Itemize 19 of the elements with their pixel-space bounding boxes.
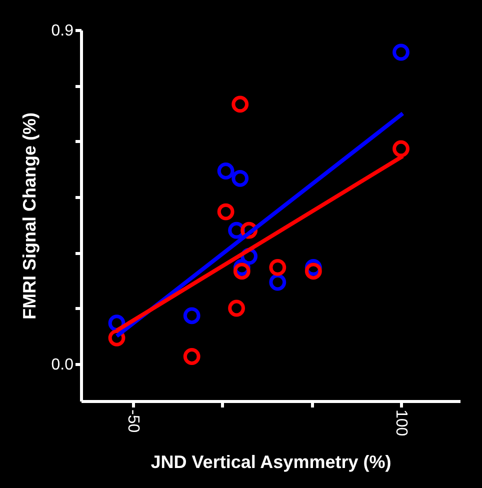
point [217, 162, 234, 180]
y-axis-title: FMRI Signal Change (%) [19, 112, 40, 320]
point [183, 307, 200, 324]
y-tick-label: 0.9 [51, 22, 74, 40]
x-tick-label: 100 [392, 410, 410, 436]
point [269, 258, 286, 276]
point [269, 274, 286, 291]
point [304, 262, 322, 280]
point [228, 300, 245, 317]
y-tick-label: 0.0 [51, 356, 74, 374]
point [392, 44, 410, 61]
point [232, 170, 249, 187]
point [233, 262, 250, 280]
point [392, 140, 410, 158]
point [217, 203, 234, 220]
x-axis-title: JND Vertical Asymmetry (%) [150, 452, 392, 472]
point [232, 96, 249, 113]
point [183, 348, 200, 365]
x-tick-label: -50 [124, 410, 142, 433]
